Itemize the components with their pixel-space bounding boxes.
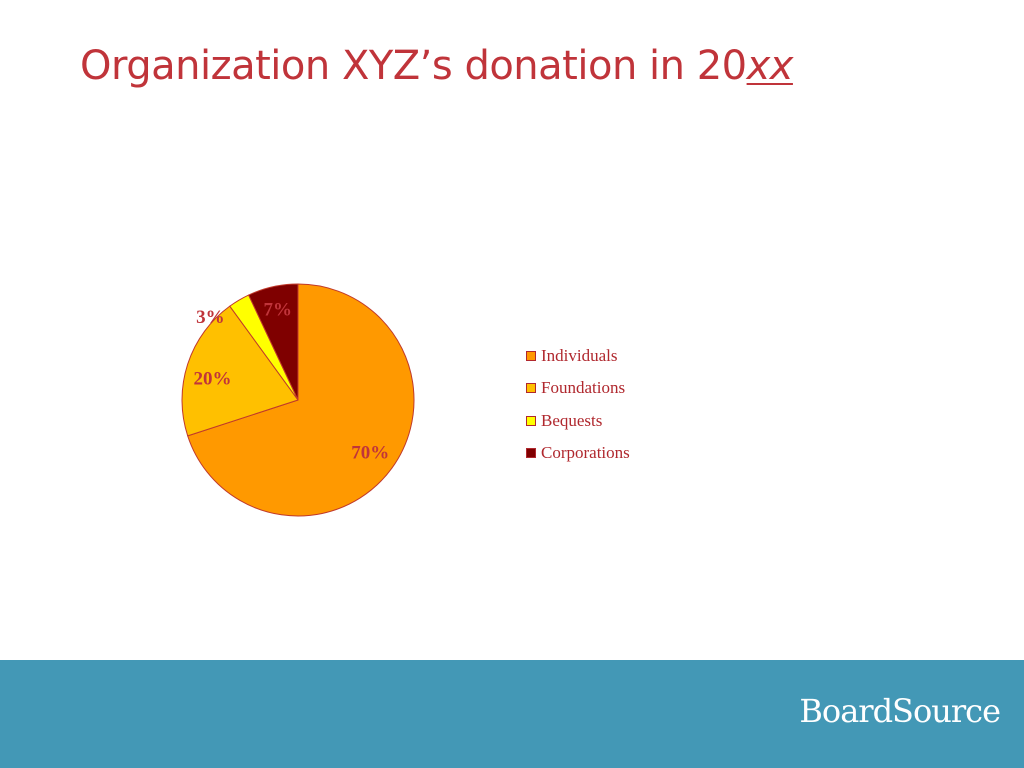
- pie-label-bequests: 3%: [196, 307, 225, 328]
- footer-band: [0, 660, 1024, 768]
- pie-slice-foundations: [181, 305, 299, 437]
- legend-swatch-corporations: [526, 448, 536, 459]
- legend-swatch-individuals: [526, 351, 536, 362]
- pie-label-foundations: 20%: [193, 369, 231, 390]
- pie-slice-corporations: [248, 283, 299, 401]
- legend-item-foundations: Foundations: [526, 372, 630, 404]
- legend-swatch-bequests: [526, 415, 536, 426]
- legend-item-bequests: Bequests: [526, 405, 630, 437]
- legend-item-individuals: Individuals: [526, 340, 630, 372]
- slide-title: Organization XYZ’s donation in 20xx: [80, 42, 793, 90]
- title-emphasis: xx: [746, 43, 794, 89]
- brand-logo: BoardSource: [799, 692, 1001, 730]
- legend-label-foundations: Foundations: [541, 378, 626, 398]
- pie-slice-individuals: [187, 283, 415, 517]
- pie-chart: 70% 20% 3% 7%: [181, 283, 415, 517]
- legend-label-individuals: Individuals: [541, 346, 618, 366]
- legend-swatch-foundations: [526, 383, 536, 394]
- legend-label-corporations: Corporations: [541, 443, 630, 463]
- chart-legend: Individuals Foundations Bequests Corpora…: [526, 340, 630, 469]
- legend-label-bequests: Bequests: [541, 410, 603, 430]
- legend-item-corporations: Corporations: [526, 437, 630, 469]
- title-main: Organization XYZ’s donation in 20: [80, 43, 747, 89]
- pie-label-individuals: 70%: [351, 443, 389, 464]
- pie-label-corporations: 7%: [264, 299, 293, 320]
